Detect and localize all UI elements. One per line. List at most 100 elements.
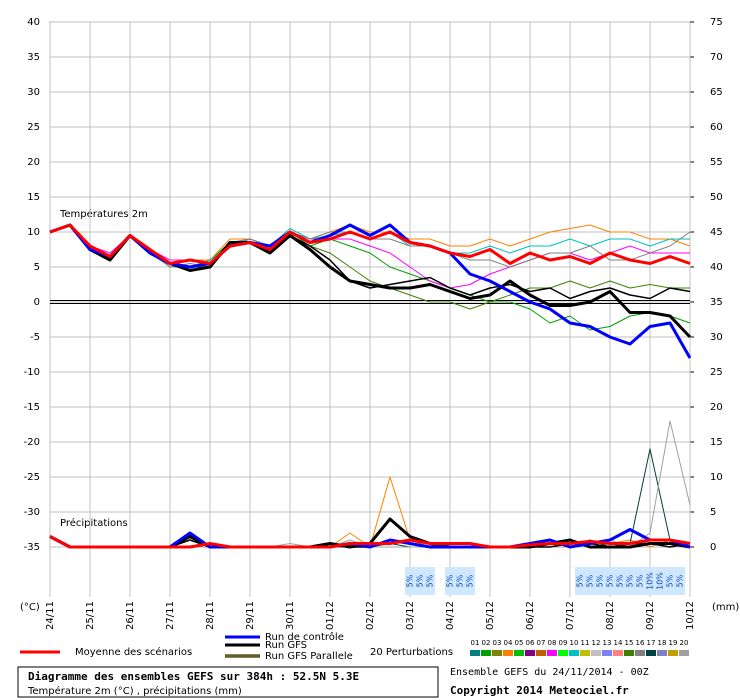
x-tick-label: 08/12 — [605, 601, 616, 630]
snow-marker — [425, 567, 435, 595]
member-label: 17 — [647, 639, 656, 647]
snow-marker — [455, 567, 465, 595]
y2-tick-label: 10 — [710, 472, 723, 483]
series-temp-line — [49, 223, 692, 359]
title-box — [17, 666, 439, 698]
snow-label: 5% — [666, 574, 675, 587]
snow-marker — [445, 567, 455, 595]
y-tick-label: 40 — [27, 17, 40, 28]
member-label: 15 — [625, 639, 634, 647]
member-label: 18 — [658, 639, 667, 647]
y2-tick-label: 40 — [710, 262, 723, 273]
x-tick-label: 10/12 — [685, 601, 696, 630]
series-temp-line — [49, 223, 691, 265]
snow-marker — [665, 567, 675, 595]
member-label: 10 — [570, 639, 579, 647]
x-tick-label: 02/12 — [365, 601, 376, 630]
snow-label: 5% — [586, 574, 595, 587]
x-tick-label: 24/11 — [45, 601, 56, 630]
y2-tick-label: 35 — [710, 297, 723, 308]
snow-label: 5% — [676, 574, 685, 587]
member-label: 05 — [515, 639, 524, 647]
snow-marker — [675, 567, 685, 595]
y-tick-label: 20 — [27, 157, 40, 168]
x-tick-label: 03/12 — [405, 601, 416, 630]
x-tick-label: 04/12 — [445, 601, 456, 630]
member-swatch — [525, 650, 535, 656]
snow-label: 10% — [656, 572, 665, 590]
member-swatch — [514, 650, 524, 656]
run-label: Ensemble GEFS du 24/11/2014 - 00Z — [450, 667, 649, 678]
snow-label: 5% — [456, 574, 465, 587]
member-swatch — [657, 650, 667, 656]
member-swatch — [668, 650, 678, 656]
x-tick-label: 07/12 — [565, 601, 576, 630]
y-tick-label: -20 — [24, 437, 40, 448]
snow-marker — [405, 567, 415, 595]
member-swatch — [536, 650, 546, 656]
member-swatch — [613, 650, 623, 656]
member-label: 08 — [548, 639, 557, 647]
member-swatch — [492, 650, 502, 656]
x-tick-label: 06/12 — [525, 601, 536, 630]
y-tick-label: -10 — [24, 367, 40, 378]
y-tick-label: -25 — [24, 472, 40, 483]
member-swatch — [602, 650, 612, 656]
snow-label: 5% — [576, 574, 585, 587]
series-precip-line — [49, 535, 691, 549]
snow-label: 10% — [646, 572, 655, 590]
y2-tick-label: 60 — [710, 122, 723, 133]
y-tick-label: 25 — [27, 122, 40, 133]
x-tick-label: 28/11 — [205, 601, 216, 630]
snow-marker — [575, 567, 585, 595]
y2-tick-label: 25 — [710, 367, 723, 378]
x-tick-label: 01/12 — [325, 601, 336, 630]
y-tick-label: 15 — [27, 192, 40, 203]
y-tick-label: -15 — [24, 402, 40, 413]
y-tick-label: 5 — [34, 262, 40, 273]
member-swatch — [624, 650, 634, 656]
temp-label: Températures 2m — [59, 208, 148, 220]
x-tick-label: 26/11 — [125, 601, 136, 630]
y2-tick-label: 20 — [710, 402, 723, 413]
snow-label: 5% — [636, 574, 645, 587]
member-label: 03 — [493, 639, 502, 647]
snow-marker — [595, 567, 605, 595]
x-tick-label: 09/12 — [645, 601, 656, 630]
member-label: 19 — [669, 639, 678, 647]
member-label: 04 — [504, 639, 513, 647]
member-swatch — [591, 650, 601, 656]
y2-tick-label: 30 — [710, 332, 723, 343]
legend-label: Moyenne des scénarios — [75, 646, 192, 658]
y2-tick-label: 70 — [710, 52, 723, 63]
y-tick-label: 35 — [27, 52, 40, 63]
y-tick-label: 0 — [34, 297, 40, 308]
snow-label: 5% — [446, 574, 455, 587]
member-label: 02 — [482, 639, 491, 647]
member-swatch — [679, 650, 689, 656]
snow-label: 5% — [466, 574, 475, 587]
snow-marker — [635, 567, 645, 595]
y2-tick-label: 50 — [710, 192, 723, 203]
member-label: 14 — [614, 639, 623, 647]
y2-tick-label: 65 — [710, 87, 723, 98]
x-tick-label: 30/11 — [285, 601, 296, 630]
snow-marker — [605, 567, 615, 595]
snow-label: 5% — [426, 574, 435, 587]
snow-label: 5% — [416, 574, 425, 587]
member-label: 20 — [680, 639, 689, 647]
snow-marker — [415, 567, 425, 595]
y-tick-label: 30 — [27, 87, 40, 98]
x-tick-label: 27/11 — [165, 601, 176, 630]
title: Diagramme des ensembles GEFS sur 384h : … — [28, 670, 359, 683]
x-tick-label: 05/12 — [485, 601, 496, 630]
legend-label: Run GFS Parallele — [265, 651, 353, 662]
member-swatch — [481, 650, 491, 656]
member-swatch — [635, 650, 645, 656]
member-label: 11 — [581, 639, 590, 647]
y-tick-label: 10 — [27, 227, 40, 238]
member-label: 09 — [559, 639, 568, 647]
x-tick-label: 29/11 — [245, 601, 256, 630]
member-swatch — [547, 650, 557, 656]
member-label: 01 — [471, 639, 480, 647]
